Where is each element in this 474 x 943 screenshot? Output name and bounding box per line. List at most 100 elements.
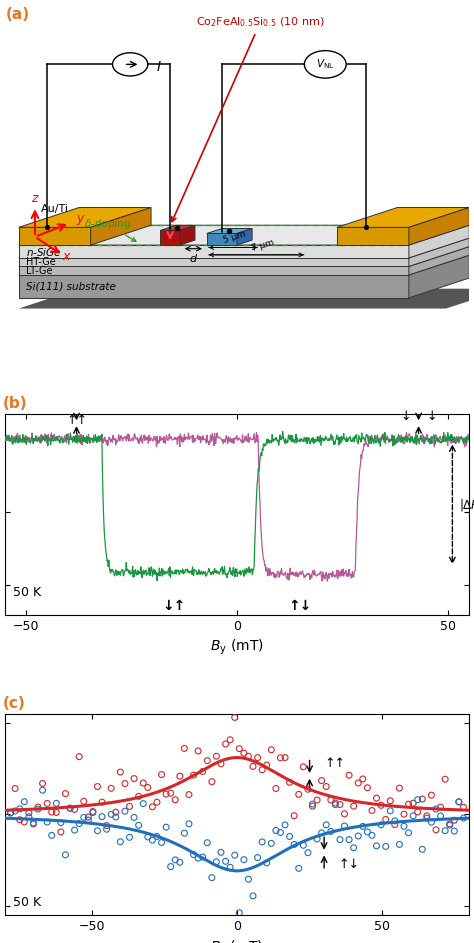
Point — [428, 787, 435, 802]
Point — [194, 851, 202, 866]
Point — [135, 818, 142, 833]
Point — [66, 801, 74, 816]
Point — [11, 781, 19, 796]
Point — [158, 767, 165, 782]
Point — [34, 802, 42, 817]
Point — [322, 779, 330, 794]
Point — [291, 837, 298, 852]
Point — [386, 803, 394, 819]
Point — [419, 842, 426, 857]
Point — [327, 792, 335, 807]
Text: Co$_2$FeAl$_{0.5}$Si$_{0.5}$ (10 nm): Co$_2$FeAl$_{0.5}$Si$_{0.5}$ (10 nm) — [172, 16, 325, 222]
Polygon shape — [409, 247, 469, 275]
Point — [71, 802, 78, 817]
Point — [103, 818, 110, 833]
Point — [309, 799, 316, 814]
Point — [98, 809, 106, 824]
Point — [364, 780, 371, 795]
Point — [373, 790, 380, 805]
Point — [30, 816, 37, 831]
Point — [213, 749, 220, 764]
Point — [144, 829, 152, 844]
Point — [148, 833, 156, 848]
Point — [281, 818, 289, 833]
Point — [304, 782, 312, 797]
Text: 50 K: 50 K — [13, 587, 41, 600]
Point — [322, 818, 330, 833]
Point — [25, 809, 33, 824]
Point — [368, 803, 376, 819]
Text: ↑↑: ↑↑ — [324, 757, 345, 770]
Point — [345, 768, 353, 783]
Polygon shape — [18, 225, 469, 245]
Point — [455, 794, 463, 809]
Point — [432, 802, 440, 817]
Point — [199, 764, 207, 779]
Text: ↑↓: ↑↓ — [338, 858, 360, 871]
Point — [148, 800, 156, 815]
Point — [112, 809, 119, 824]
Point — [121, 776, 129, 791]
Point — [386, 793, 394, 808]
Polygon shape — [160, 225, 195, 230]
Point — [117, 835, 124, 850]
Point — [208, 870, 216, 885]
Point — [236, 741, 243, 756]
Point — [121, 803, 129, 819]
Point — [48, 828, 55, 843]
Point — [423, 811, 431, 826]
Text: ↓: ↓ — [426, 409, 437, 422]
Polygon shape — [337, 227, 409, 245]
Point — [318, 825, 326, 840]
Point — [16, 812, 24, 827]
Point — [217, 756, 225, 771]
Point — [272, 823, 280, 838]
Point — [172, 792, 179, 807]
Point — [249, 888, 257, 903]
Point — [382, 839, 390, 854]
Point — [167, 786, 174, 801]
Point — [405, 825, 412, 840]
Point — [450, 823, 458, 838]
Point — [199, 850, 207, 865]
Point — [139, 775, 147, 790]
Point — [20, 815, 28, 830]
Point — [208, 774, 216, 789]
Point — [75, 816, 83, 831]
Point — [263, 855, 271, 870]
Point — [336, 832, 344, 847]
Point — [94, 823, 101, 838]
Point — [437, 800, 444, 815]
Point — [245, 749, 252, 764]
Point — [391, 817, 399, 832]
Text: $z$: $z$ — [30, 191, 39, 205]
Point — [405, 797, 412, 812]
Point — [446, 818, 454, 833]
Point — [355, 775, 362, 790]
Point — [181, 826, 188, 841]
Point — [336, 797, 344, 812]
Point — [441, 823, 449, 838]
Point — [460, 810, 467, 825]
Point — [130, 810, 138, 825]
Point — [84, 809, 92, 824]
Point — [34, 800, 42, 815]
Point — [89, 805, 97, 820]
Point — [194, 743, 202, 758]
Text: Au/Ti: Au/Ti — [41, 204, 69, 214]
Point — [66, 801, 74, 816]
Polygon shape — [207, 234, 237, 245]
Text: $y$: $y$ — [76, 213, 86, 227]
Point — [400, 819, 408, 834]
Point — [30, 817, 37, 832]
Point — [309, 797, 316, 812]
Point — [254, 750, 261, 765]
Point — [227, 732, 234, 747]
Point — [57, 815, 64, 830]
Point — [162, 819, 170, 835]
Polygon shape — [18, 257, 409, 267]
Polygon shape — [18, 227, 91, 245]
Point — [227, 860, 234, 875]
Point — [423, 808, 431, 823]
Point — [153, 829, 161, 844]
